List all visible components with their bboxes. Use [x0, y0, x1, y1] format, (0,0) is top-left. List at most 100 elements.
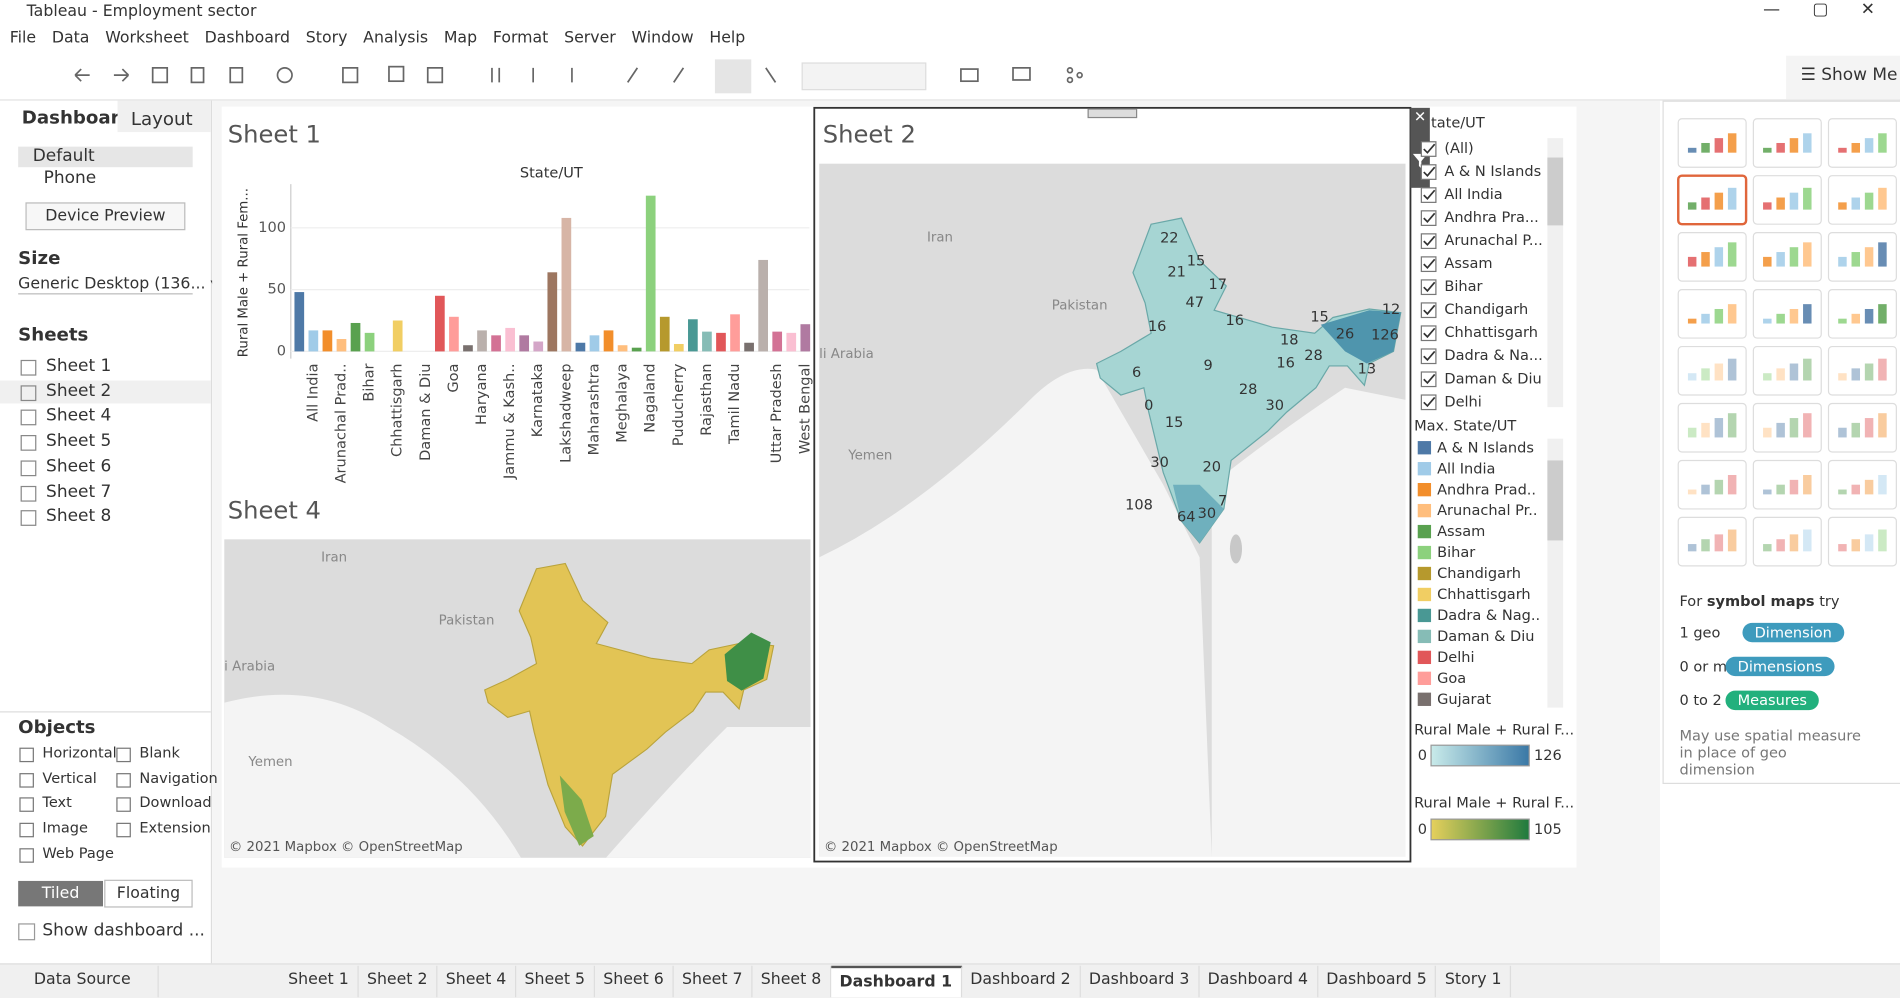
- chart-type[interactable]: [1827, 345, 1897, 396]
- chart-type[interactable]: [1677, 288, 1747, 339]
- sheet-tab[interactable]: Sheet 4: [437, 965, 516, 998]
- checkbox[interactable]: [18, 923, 36, 941]
- sheet-tab[interactable]: Dashboard 5: [1318, 965, 1437, 998]
- menu-item[interactable]: File: [9, 29, 37, 48]
- checkbox[interactable]: [1420, 279, 1437, 296]
- chart-type[interactable]: [1827, 402, 1897, 453]
- object-item[interactable]: Blank: [139, 744, 180, 761]
- sheet-item[interactable]: Sheet 6: [46, 456, 112, 476]
- show-me-button[interactable]: ☰ Show Me: [1800, 65, 1898, 85]
- checkbox[interactable]: [1420, 233, 1437, 250]
- scroll-thumb[interactable]: [1547, 460, 1564, 541]
- object-item[interactable]: Image: [42, 819, 88, 837]
- chart-type[interactable]: [1752, 118, 1822, 168]
- device-preview-button[interactable]: Device Preview: [25, 202, 186, 231]
- chart-type[interactable]: [1677, 459, 1747, 510]
- sheet-item[interactable]: Sheet 7: [46, 481, 112, 502]
- place-label: Yemen: [247, 755, 292, 770]
- tab-dashboard[interactable]: Dashboard: [21, 106, 133, 129]
- tiled-button[interactable]: Tiled: [18, 880, 103, 907]
- object-item[interactable]: Download: [139, 794, 212, 812]
- sheet-tab[interactable]: Dashboard 1: [831, 965, 962, 998]
- sheet-item[interactable]: Sheet 8: [46, 506, 112, 527]
- show-me-label: Show Me: [1821, 65, 1898, 85]
- device-phone[interactable]: Phone: [43, 168, 97, 188]
- size-dropdown[interactable]: Generic Desktop (136... ▾: [18, 275, 219, 295]
- sheet-item[interactable]: Sheet 5: [46, 431, 112, 451]
- sheet-tab[interactable]: Sheet 7: [674, 965, 753, 998]
- chart-type[interactable]: [1677, 402, 1747, 453]
- chart-type[interactable]: [1677, 118, 1747, 168]
- chart-type[interactable]: [1752, 288, 1822, 339]
- move-handle[interactable]: [1087, 108, 1138, 119]
- menu-item[interactable]: Map: [443, 29, 478, 48]
- menu-item[interactable]: Data: [51, 29, 90, 48]
- menu-item[interactable]: Server: [564, 29, 616, 48]
- object-item[interactable]: Extension: [139, 819, 211, 837]
- chart-type[interactable]: [1752, 516, 1822, 567]
- sheet-item[interactable]: Sheet 2: [46, 381, 112, 401]
- bar: [702, 331, 712, 352]
- sheet-tab[interactable]: Data Source: [7, 965, 159, 998]
- sheet-item[interactable]: Sheet 4: [46, 406, 112, 426]
- checkbox[interactable]: [1420, 210, 1437, 226]
- checkbox[interactable]: [1420, 348, 1437, 365]
- menu-item[interactable]: Window: [631, 29, 694, 48]
- device-default[interactable]: Default: [32, 146, 95, 167]
- object-item[interactable]: Horizontal: [42, 744, 117, 761]
- bar: [322, 330, 333, 352]
- checkbox[interactable]: [1420, 394, 1437, 411]
- object-item[interactable]: Navigation: [139, 769, 218, 787]
- scroll-thumb[interactable]: [1547, 157, 1564, 226]
- tab-layout[interactable]: Layout: [130, 107, 193, 130]
- menu-item[interactable]: Help: [709, 29, 746, 48]
- chart-type[interactable]: [1827, 288, 1897, 339]
- sheet-tab[interactable]: Dashboard 4: [1199, 965, 1318, 998]
- object-item[interactable]: Vertical: [42, 769, 97, 787]
- menu-item[interactable]: Analysis: [363, 29, 429, 48]
- show-me-tab[interactable]: [1786, 55, 1900, 100]
- floating-button[interactable]: Floating: [104, 879, 193, 908]
- thumb-mark: [1851, 368, 1861, 381]
- sheet-tab[interactable]: Sheet 6: [595, 965, 674, 998]
- toolbar-dropdown[interactable]: [801, 62, 927, 91]
- menu-item[interactable]: Dashboard: [204, 29, 291, 48]
- chart-type[interactable]: [1752, 459, 1822, 510]
- checkbox[interactable]: [1420, 164, 1437, 180]
- menu-item[interactable]: Story: [305, 29, 348, 48]
- sheet-tab[interactable]: Dashboard 2: [962, 965, 1081, 998]
- object-item[interactable]: Web Page: [42, 844, 114, 862]
- object-item[interactable]: Text: [42, 794, 72, 812]
- chart-type[interactable]: [1752, 402, 1822, 453]
- sheet-tab[interactable]: Dashboard 3: [1080, 965, 1200, 998]
- sheet-tab[interactable]: Sheet 5: [516, 965, 595, 998]
- sheet-tab[interactable]: Story 1: [1436, 965, 1512, 998]
- separator: [0, 711, 211, 713]
- menu-item[interactable]: Format: [492, 29, 549, 48]
- checkbox[interactable]: [1420, 371, 1437, 388]
- chart-type[interactable]: [1827, 118, 1897, 168]
- window-controls[interactable]: — ▢ ✕: [1763, 0, 1876, 20]
- close-icon[interactable]: ✕: [1414, 110, 1426, 126]
- object-icon: [19, 847, 34, 863]
- filter-icon[interactable]: [1412, 153, 1428, 169]
- checkbox[interactable]: [1420, 256, 1437, 273]
- chart-type[interactable]: [1677, 345, 1747, 396]
- menu-item[interactable]: Worksheet: [105, 29, 189, 48]
- sheet-tab[interactable]: Sheet 2: [358, 965, 438, 998]
- filter-item: Delhi: [1444, 394, 1481, 410]
- sheet-tab[interactable]: Sheet 1: [280, 965, 359, 998]
- chart-type[interactable]: [1827, 516, 1897, 567]
- chart-type[interactable]: [1677, 516, 1747, 567]
- checkbox[interactable]: [1420, 141, 1437, 157]
- checkbox[interactable]: [1420, 302, 1437, 319]
- toolbar-icons[interactable]: [74, 65, 1083, 85]
- legend-title: Max. State/UT: [1414, 419, 1516, 435]
- checkbox[interactable]: [1420, 187, 1437, 203]
- chart-type[interactable]: [1827, 459, 1897, 510]
- sheet-tab[interactable]: Sheet 8: [752, 965, 832, 998]
- chart-type[interactable]: [1752, 345, 1822, 396]
- sheet-item[interactable]: Sheet 1: [46, 356, 112, 376]
- checkbox[interactable]: [1420, 325, 1437, 342]
- legend-swatch: [1417, 650, 1432, 665]
